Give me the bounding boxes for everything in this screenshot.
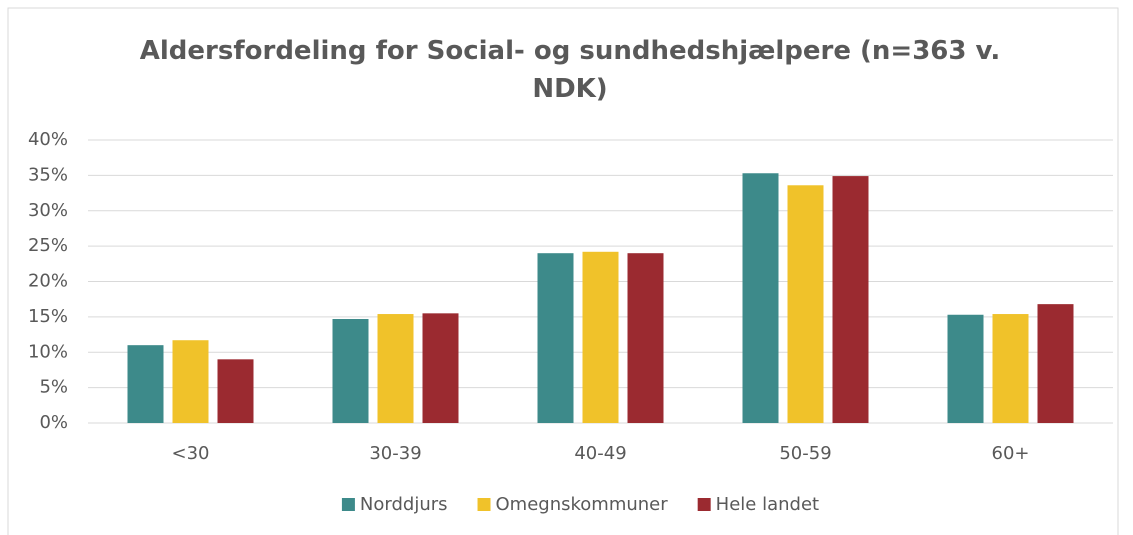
- legend-swatch: [477, 498, 491, 511]
- x-tick-label: 30-39: [369, 443, 421, 464]
- legend-label: Hele landet: [716, 494, 819, 515]
- x-tick-label: 50-59: [779, 443, 831, 464]
- bar: [332, 318, 369, 423]
- x-tick-label: 60+: [992, 443, 1030, 464]
- bar: [947, 314, 984, 423]
- bar: [537, 253, 574, 423]
- bar: [422, 313, 459, 423]
- x-tick-label: <30: [172, 443, 210, 464]
- y-tick-label: 5%: [39, 377, 68, 398]
- bar: [377, 314, 414, 423]
- bar: [217, 359, 254, 423]
- bar: [172, 340, 209, 423]
- legend-label: Norddjurs: [360, 494, 448, 515]
- bar: [787, 185, 824, 423]
- y-tick-label: 20%: [28, 271, 68, 292]
- chart-title: Aldersfordeling for Social- og sundhedsh…: [139, 36, 1001, 104]
- chart-frame: [7, 7, 1119, 535]
- bar: [1037, 304, 1074, 423]
- bar: [127, 345, 164, 423]
- y-tick-label: 0%: [39, 412, 68, 433]
- y-tick-label: 35%: [28, 164, 68, 185]
- bar: [992, 314, 1029, 423]
- legend-swatch: [697, 498, 711, 511]
- bar: [627, 253, 664, 423]
- bar: [582, 251, 619, 423]
- y-tick-label: 15%: [28, 306, 68, 327]
- bar: [742, 173, 779, 423]
- legend-label: Omegnskommuner: [496, 494, 669, 515]
- legend-swatch: [341, 498, 355, 511]
- y-tick-label: 40%: [28, 129, 68, 150]
- x-tick-label: 40-49: [574, 443, 626, 464]
- y-tick-label: 25%: [28, 235, 68, 256]
- bar: [832, 176, 869, 423]
- y-tick-label: 10%: [28, 341, 68, 362]
- y-tick-label: 30%: [28, 200, 68, 221]
